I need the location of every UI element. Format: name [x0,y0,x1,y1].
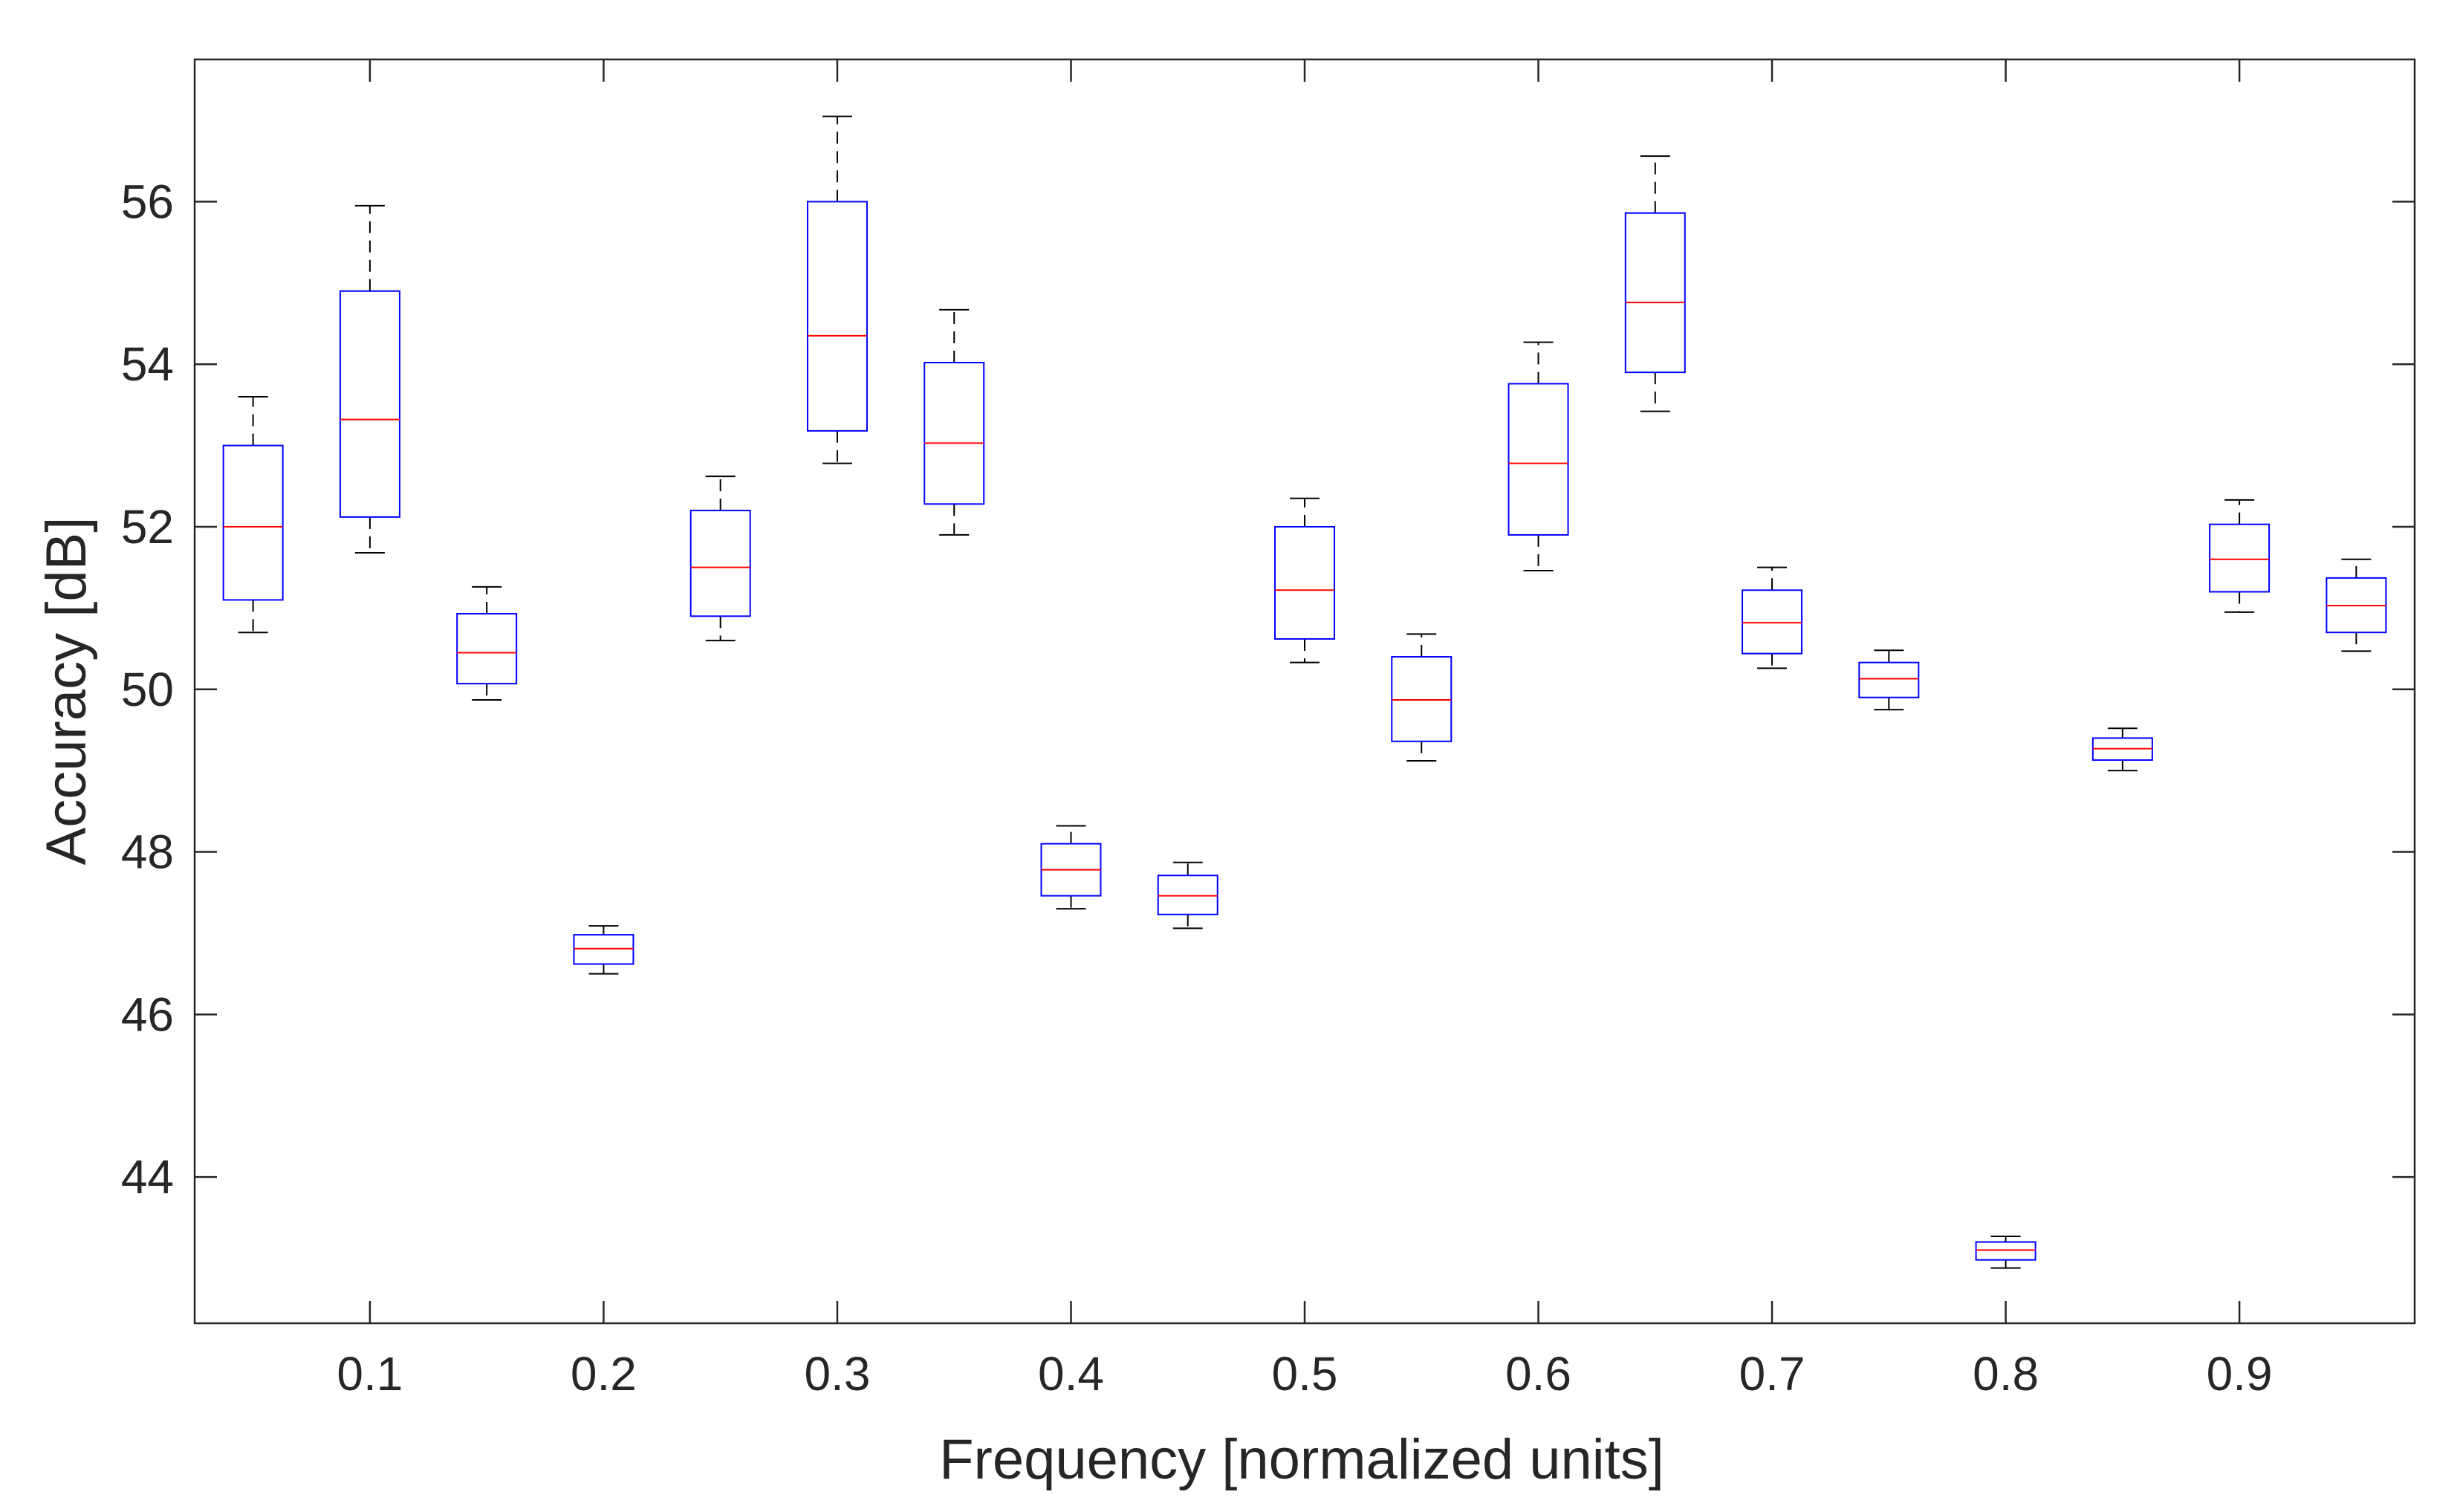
box-10 [1274,497,1335,663]
box-iqr [339,290,400,518]
y-tick-label: 54 [121,337,174,391]
box-iqr [2209,523,2271,593]
y-axis-label: Accuracy [dB] [35,517,98,866]
box-1 [222,395,284,634]
box-iqr [1508,383,1569,536]
box-15 [1858,649,1920,711]
box-iqr [456,613,518,685]
box-6 [806,115,868,464]
box-8 [1040,825,1102,910]
x-tick-label: 0.2 [571,1347,637,1401]
box-13 [1624,155,1686,412]
y-tick-label: 56 [121,175,174,228]
box-iqr [573,934,635,965]
x-tick-label: 0.8 [1973,1347,2039,1401]
box-9 [1157,861,1218,929]
box-iqr [1624,212,1686,374]
box-iqr [1858,661,1920,698]
x-tick-label: 0.4 [1038,1347,1104,1401]
box-11 [1391,633,1453,762]
x-tick-label: 0.3 [804,1347,870,1401]
box-12 [1508,341,1569,572]
y-tick-label: 44 [121,1150,174,1204]
box-iqr [1274,525,1335,640]
y-tick-label: 52 [121,500,174,554]
tick-labels: 0.1 0.2 0.3 0.4 0.5 0.6 0.7 0.8 0.9 44 46 48 50 52 54 5… [121,175,2273,1401]
box-16 [1975,1235,2037,1269]
box-3 [456,585,518,701]
ticks [195,59,2415,1323]
plot-content [222,115,2387,1269]
box-18 [2209,499,2271,613]
box-4 [573,925,635,975]
x-axis-label: Frequency [normalized units] [939,1428,1664,1491]
box-iqr [1975,1241,2037,1261]
y-tick-label: 48 [121,825,174,879]
box-17 [2091,727,2153,772]
y-tick-label: 50 [121,663,174,716]
box-iqr [1391,656,1453,742]
box-iqr [1742,589,1803,655]
box-19 [2326,558,2387,652]
box-iqr [1157,875,1218,915]
x-tick-label: 0.6 [1505,1347,1571,1401]
box-iqr [689,510,751,617]
box-2 [339,204,400,554]
box-5 [689,476,751,642]
y-tick-label: 46 [121,987,174,1041]
x-tick-label: 0.5 [1272,1347,1338,1401]
x-tick-label: 0.9 [2207,1347,2273,1401]
box-iqr [924,362,985,505]
x-tick-label: 0.1 [337,1347,403,1401]
x-tick-label: 0.7 [1739,1347,1805,1401]
box-iqr [806,201,868,432]
box-iqr [222,444,284,601]
box-14 [1742,566,1803,669]
box-7 [924,308,985,536]
